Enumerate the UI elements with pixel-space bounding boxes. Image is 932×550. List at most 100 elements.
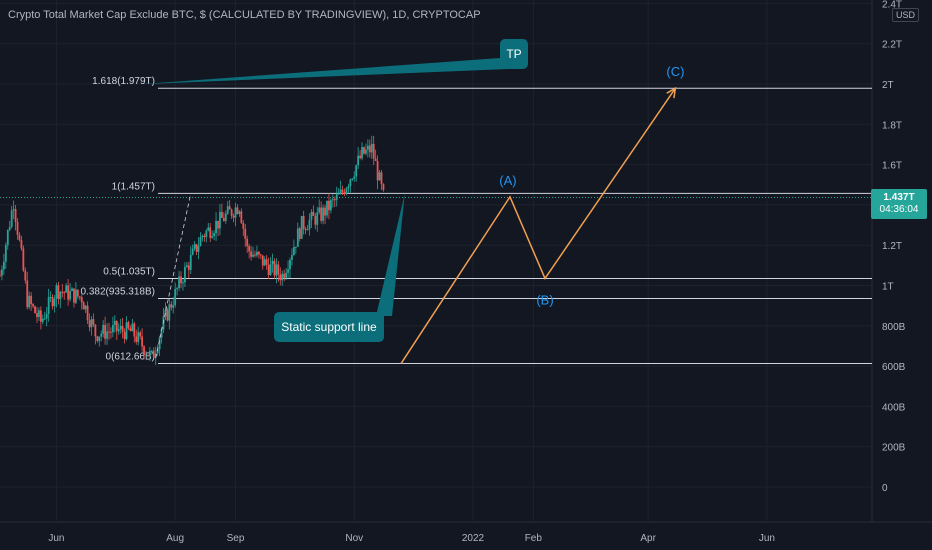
candle-body (257, 251, 260, 255)
candle-body (108, 331, 110, 333)
candle-body (0, 275, 1, 277)
fib-label: 0(612.66B) (106, 352, 155, 363)
dashed-trend-line (155, 193, 192, 359)
candle-body (269, 264, 272, 276)
candle-body (53, 298, 56, 307)
time-tick-label: 2022 (462, 533, 485, 544)
tp-callout-pointer (139, 58, 508, 85)
candle-body (220, 211, 223, 218)
candle-body (329, 200, 332, 211)
candle-body (61, 291, 64, 293)
candle-body (349, 179, 352, 187)
candle-body (141, 336, 143, 347)
candle-body (88, 320, 91, 328)
candle-body (182, 282, 184, 284)
candle-body (279, 274, 282, 281)
candle-body (261, 255, 264, 266)
annotations (139, 58, 508, 316)
candle-body (187, 265, 190, 270)
candle-body (45, 313, 48, 319)
candle-body (2, 261, 5, 270)
candle-body (154, 353, 157, 358)
price-tick-label: 800B (882, 322, 906, 333)
candle-body (250, 251, 252, 257)
candle-body (139, 332, 142, 337)
candle-body (59, 291, 62, 300)
time-tick-label: Feb (525, 533, 543, 544)
candle-body (96, 336, 99, 342)
wave-label: (A) (499, 173, 516, 188)
candle-body (145, 354, 147, 356)
fib-label: 1.618(1.979T) (92, 76, 155, 87)
fib-label: 0.382(935.318B) (80, 287, 155, 298)
candle-body (359, 155, 361, 159)
time-axis[interactable]: Jun Aug Sep Nov 2022 Feb Apr Jun (48, 533, 775, 544)
candle-body (228, 206, 231, 210)
candle-body (248, 246, 251, 252)
support-callout[interactable]: Static support line (274, 312, 384, 342)
candle-body (20, 240, 23, 249)
price-axis[interactable]: 0200B400B600B800B1T1.2T1.4T1.6T1.8T2T2.2… (882, 0, 906, 494)
candle-body (32, 304, 34, 307)
candle-body (160, 329, 163, 338)
candle-body (137, 332, 140, 342)
candle-body (205, 230, 208, 237)
candle-body (39, 310, 42, 322)
candle-body (168, 304, 171, 321)
tp-callout[interactable]: TP (500, 39, 528, 69)
candle-body (240, 211, 243, 224)
candle-body (355, 165, 358, 177)
candle-body (234, 207, 237, 218)
candle-body (252, 254, 254, 257)
candle-body (180, 276, 182, 284)
candle-body (331, 199, 334, 201)
candle-body (158, 337, 161, 350)
candle-body (12, 209, 15, 211)
candle-body (219, 211, 221, 229)
candle-body (131, 323, 134, 332)
candle-body (36, 313, 38, 318)
candle-body (78, 296, 81, 298)
candle-body (203, 235, 206, 237)
candle-body (191, 248, 194, 255)
candle-body (217, 220, 219, 229)
candle-body (26, 280, 29, 308)
candle-body (281, 273, 284, 281)
candle-body (6, 229, 9, 246)
candle-body (127, 322, 130, 329)
candle-body (328, 200, 330, 211)
currency-badge[interactable]: USD (892, 8, 920, 22)
candle-body (341, 189, 344, 192)
candle-body (304, 228, 307, 230)
candle-body (374, 158, 377, 162)
candle-body (170, 304, 173, 308)
candle-body (322, 207, 325, 221)
candle-body (211, 236, 214, 238)
price-tick-label: 1.2T (882, 241, 902, 252)
candle-body (283, 273, 286, 278)
candle-body (296, 228, 299, 247)
candle-body (117, 329, 120, 332)
fib-label: 0.5(1.035T) (103, 266, 155, 277)
candle-body (368, 145, 371, 153)
candle-body (318, 207, 321, 213)
candle-body (135, 336, 138, 342)
candle-body (76, 289, 79, 297)
candle-body (82, 302, 85, 310)
price-tick-label: 0 (882, 483, 888, 494)
grid (0, 0, 932, 523)
candle-body (121, 325, 124, 332)
candle-body (361, 147, 363, 159)
candle-body (73, 288, 75, 303)
tp-callout-text: TP (506, 47, 522, 61)
candle-body (366, 145, 369, 150)
candle-body (238, 211, 241, 214)
candle-body (222, 217, 225, 222)
candle-body (100, 333, 103, 337)
candle-body (351, 178, 354, 180)
candle-body (310, 211, 313, 220)
candle-body (339, 189, 342, 194)
candle-body (376, 161, 379, 181)
candle-body (312, 211, 315, 216)
